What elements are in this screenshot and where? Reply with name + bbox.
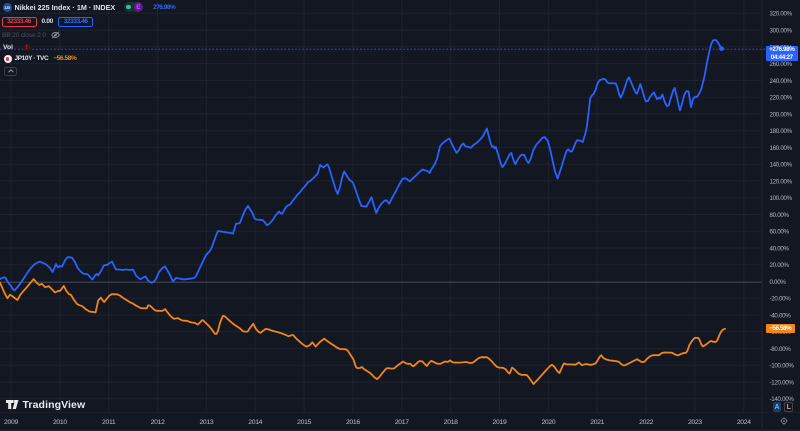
- svg-text:-80.00%: -80.00%: [770, 346, 792, 353]
- svg-text:220.00%: 220.00%: [770, 95, 793, 102]
- svg-text:2021: 2021: [590, 419, 604, 426]
- svg-text:0.00%: 0.00%: [770, 279, 787, 286]
- svg-text:2011: 2011: [102, 419, 116, 426]
- svg-text:140.00%: 140.00%: [770, 162, 793, 169]
- svg-text:-120.00%: -120.00%: [770, 380, 795, 387]
- svg-text:80.00%: 80.00%: [770, 212, 790, 219]
- svg-text:2019: 2019: [493, 419, 507, 426]
- svg-text:160.00%: 160.00%: [770, 145, 793, 152]
- svg-text:120.00%: 120.00%: [770, 178, 793, 185]
- svg-text:180.00%: 180.00%: [770, 128, 793, 135]
- svg-text:2014: 2014: [248, 419, 262, 426]
- svg-text:-40.00%: -40.00%: [770, 312, 792, 319]
- svg-text:100.00%: 100.00%: [770, 195, 793, 202]
- svg-text:200.00%: 200.00%: [770, 111, 793, 118]
- svg-text:2022: 2022: [639, 419, 653, 426]
- svg-text:40.00%: 40.00%: [770, 245, 790, 252]
- svg-text:2024: 2024: [737, 419, 751, 426]
- svg-text:-100.00%: -100.00%: [770, 363, 795, 370]
- svg-text:2009: 2009: [4, 419, 18, 426]
- svg-text:2023: 2023: [688, 419, 702, 426]
- svg-text:2018: 2018: [444, 419, 458, 426]
- svg-text:2012: 2012: [151, 419, 165, 426]
- svg-text:2020: 2020: [541, 419, 555, 426]
- svg-text:2017: 2017: [395, 419, 409, 426]
- svg-text:240.00%: 240.00%: [770, 78, 793, 85]
- svg-text:2010: 2010: [53, 419, 67, 426]
- svg-text:60.00%: 60.00%: [770, 229, 790, 236]
- svg-text:-140.00%: -140.00%: [770, 396, 795, 403]
- svg-text:20.00%: 20.00%: [770, 262, 790, 269]
- svg-text:300.00%: 300.00%: [770, 28, 793, 35]
- svg-text:2013: 2013: [199, 419, 213, 426]
- svg-text:260.00%: 260.00%: [770, 61, 793, 68]
- svg-text:320.00%: 320.00%: [770, 11, 793, 18]
- svg-text:2015: 2015: [297, 419, 311, 426]
- svg-text:2016: 2016: [346, 419, 360, 426]
- svg-text:-20.00%: -20.00%: [770, 296, 792, 303]
